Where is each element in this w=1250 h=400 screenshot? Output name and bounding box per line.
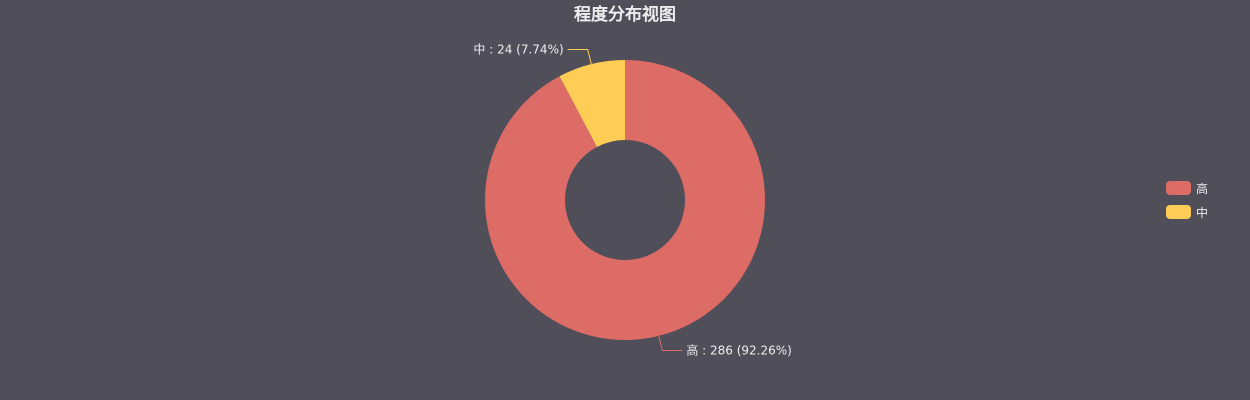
pie-slice-high[interactable] — [484, 60, 765, 341]
legend-swatch-medium — [1166, 205, 1191, 219]
legend: 高 中 — [1166, 180, 1208, 228]
chart-title: 程度分布视图 — [574, 5, 676, 25]
legend-item-medium[interactable]: 中 — [1166, 204, 1208, 220]
legend-label-high: 高 — [1196, 181, 1209, 196]
legend-label-medium: 中 — [1196, 205, 1209, 220]
pie-slice-medium[interactable] — [559, 60, 625, 147]
data-label-medium: 中 : 24 (7.74%) — [473, 42, 563, 57]
legend-swatch-high — [1166, 181, 1191, 195]
data-label-high: 高 : 286 (92.26%) — [686, 342, 792, 357]
label-line-medium — [567, 49, 592, 65]
legend-item-high[interactable]: 高 — [1166, 180, 1208, 196]
label-line-high — [658, 335, 683, 351]
